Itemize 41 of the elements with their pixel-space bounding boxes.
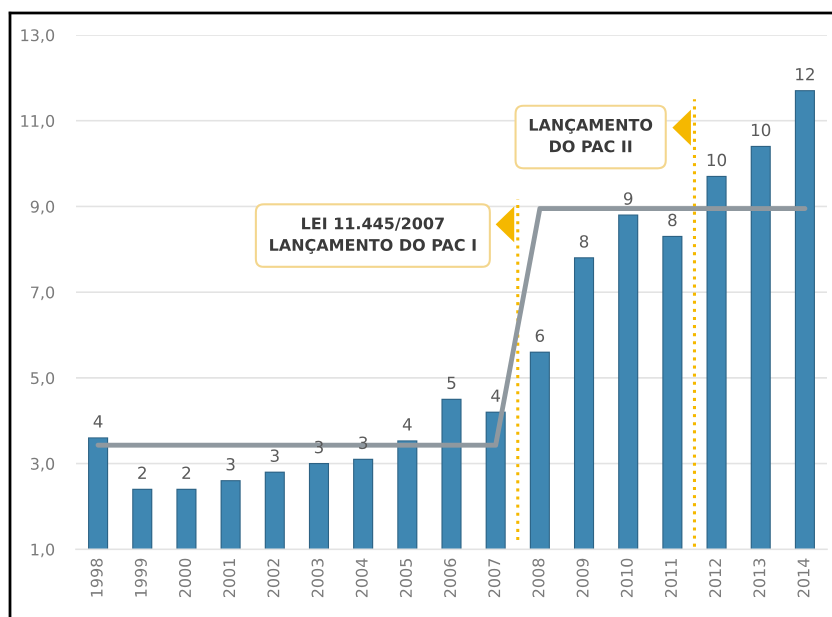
x-tick-label: 2007 (488, 559, 500, 598)
data-label: 12 (796, 68, 814, 80)
y-tick-label: 11,0 (21, 114, 54, 129)
y-tick-label: 7,0 (31, 286, 54, 300)
x-tick-label: 2013 (753, 558, 766, 598)
x-tick-label: 2014 (797, 558, 810, 598)
x-tick-label: 2005 (400, 559, 412, 598)
x-tick-label: 2009 (576, 558, 589, 598)
data-label: 8 (668, 214, 677, 226)
x-tick-label: 2008 (532, 558, 544, 598)
data-label: 3 (226, 458, 235, 471)
x-tick-label: 2006 (444, 558, 456, 598)
x-tick-label: 2000 (178, 558, 192, 598)
x-tick-label: 1998 (90, 558, 103, 597)
y-tick-label: 13,0 (21, 29, 54, 43)
data-label: 10 (752, 124, 770, 136)
y-tick-label: 5,0 (31, 372, 54, 386)
ref-line-label: LEI 11.445/2007 LANÇAMENTO DO PAC I (270, 217, 476, 254)
y-tick-label: 1,0 (32, 544, 54, 558)
data-label: 9 (624, 192, 632, 205)
data-label: 2 (182, 466, 190, 479)
x-tick-label: 2012 (709, 559, 722, 598)
data-label: 3 (270, 449, 279, 462)
data-label: 5 (447, 376, 456, 390)
y-tick-label: 9,0 (30, 200, 54, 214)
x-tick-label: 2011 (664, 559, 678, 598)
ref-line-label: LANÇAMENTO DO PAC II (530, 118, 652, 152)
x-tick-label: 1999 (134, 558, 147, 597)
x-tick-label: 2002 (267, 559, 280, 598)
data-label: 6 (536, 329, 544, 342)
x-tick-label: 2004 (356, 558, 368, 598)
data-label: 4 (491, 390, 500, 402)
y-tick-label: 3,0 (30, 458, 54, 472)
data-label: 10 (708, 154, 726, 166)
x-tick-label: 2003 (312, 558, 324, 598)
data-label: 2 (138, 466, 146, 479)
data-label: 4 (94, 415, 102, 428)
data-label: 4 (402, 418, 412, 430)
data-label: 8 (580, 235, 588, 248)
x-tick-label: 2010 (620, 558, 633, 598)
x-tick-label: 2001 (223, 559, 236, 598)
